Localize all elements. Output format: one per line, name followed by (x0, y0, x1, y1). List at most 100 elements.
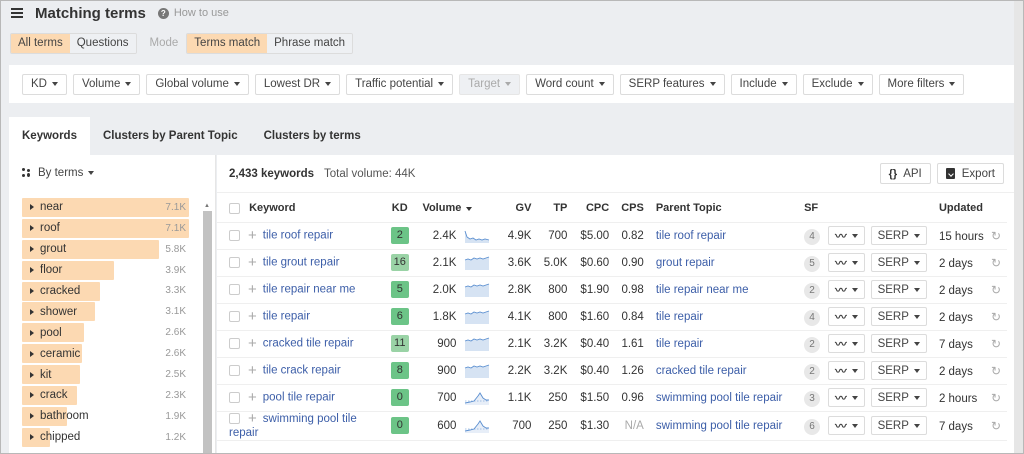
expand-arrow-icon[interactable] (30, 246, 34, 253)
filter-global-volume-dropdown[interactable]: Global volume (146, 73, 249, 95)
keyword-link[interactable]: cracked tile repair (262, 337, 354, 350)
add-to-list-icon[interactable]: + (248, 308, 257, 325)
tab-keywords[interactable]: Keywords (9, 117, 90, 155)
keyword-link[interactable]: tile repair near me (262, 283, 356, 296)
parent-topic-link[interactable]: swimming pool tile repair (655, 419, 783, 432)
serp-features-count[interactable]: 2 (804, 363, 821, 380)
serp-dropdown[interactable]: SERP (870, 361, 927, 380)
expand-arrow-icon[interactable] (30, 371, 34, 378)
term-item[interactable]: near 7.1K (22, 197, 189, 218)
serp-dropdown[interactable]: SERP (870, 280, 927, 299)
tab-clusters-by-parent-topic[interactable]: Clusters by Parent Topic (102, 130, 238, 142)
row-checkbox[interactable] (229, 338, 240, 349)
trend-chart-dropdown[interactable]: 〰 (828, 361, 865, 380)
column-sf[interactable]: SF (798, 195, 933, 223)
export-button[interactable]: Export (936, 163, 1004, 184)
expand-arrow-icon[interactable] (30, 350, 34, 357)
trend-chart-dropdown[interactable]: 〰 (828, 280, 865, 299)
filter-kd-dropdown[interactable]: KD (22, 73, 67, 95)
keyword-link[interactable]: tile roof repair (262, 229, 334, 242)
expand-arrow-icon[interactable] (30, 392, 34, 399)
trend-chart-dropdown[interactable]: 〰 (828, 334, 865, 353)
refresh-icon[interactable]: ↻ (990, 363, 1001, 378)
filter-serp-features-dropdown[interactable]: SERP features (619, 73, 725, 95)
row-checkbox[interactable] (229, 230, 240, 241)
serp-features-count[interactable]: 3 (804, 390, 821, 407)
phrase-match-button[interactable]: Phrase match (267, 33, 353, 53)
add-to-list-icon[interactable]: + (248, 362, 257, 379)
expand-arrow-icon[interactable] (30, 287, 34, 294)
sidebar-scrollbar[interactable]: ▲ (202, 201, 212, 453)
column-volume[interactable]: Volume (416, 195, 500, 223)
keyword-link[interactable]: swimming pool tile repair (229, 412, 357, 439)
serp-dropdown[interactable]: SERP (870, 253, 927, 272)
column-updated[interactable]: Updated (932, 195, 1007, 223)
add-to-list-icon[interactable]: + (248, 281, 257, 298)
parent-topic-link[interactable]: tile roof repair (655, 229, 727, 242)
page-scrollbar[interactable] (1014, 1, 1023, 453)
filter-exclude-dropdown[interactable]: Exclude (802, 73, 873, 95)
column-kd[interactable]: KD (383, 195, 417, 223)
parent-topic-link[interactable]: tile repair near me (655, 283, 749, 296)
scroll-up-icon[interactable]: ▲ (204, 203, 210, 209)
terms-match-button[interactable]: Terms match (187, 33, 268, 53)
scope-questions-button[interactable]: Questions (69, 33, 136, 53)
keyword-link[interactable]: pool tile repair (262, 391, 335, 404)
scope-all-terms-button[interactable]: All terms (11, 33, 70, 53)
expand-arrow-icon[interactable] (30, 434, 34, 441)
add-to-list-icon[interactable]: + (248, 409, 257, 427)
add-to-list-icon[interactable]: + (248, 335, 257, 352)
filter-include-dropdown[interactable]: Include (730, 73, 797, 95)
expand-arrow-icon[interactable] (30, 204, 34, 211)
keyword-link[interactable]: tile crack repair (262, 364, 341, 377)
how-to-use-link[interactable]: ? How to use (157, 7, 229, 19)
row-checkbox[interactable] (229, 392, 240, 403)
trend-chart-dropdown[interactable]: 〰 (828, 253, 865, 272)
row-checkbox[interactable] (229, 311, 240, 322)
row-checkbox[interactable] (229, 257, 240, 268)
trend-chart-dropdown[interactable]: 〰 (828, 226, 865, 245)
serp-dropdown[interactable]: SERP (870, 307, 927, 326)
api-button[interactable]: {} API (879, 163, 931, 184)
add-to-list-icon[interactable]: + (248, 389, 257, 406)
expand-arrow-icon[interactable] (30, 225, 34, 232)
trend-chart-dropdown[interactable]: 〰 (828, 416, 865, 436)
term-item[interactable]: crack 2.3K (22, 385, 189, 406)
row-checkbox[interactable] (229, 365, 240, 376)
filter-volume-dropdown[interactable]: Volume (72, 73, 141, 95)
filter-lowest-dr-dropdown[interactable]: Lowest DR (254, 73, 341, 95)
expand-arrow-icon[interactable] (30, 267, 34, 274)
parent-topic-link[interactable]: tile repair (655, 337, 704, 350)
add-to-list-icon[interactable]: + (248, 254, 257, 271)
serp-features-count[interactable]: 4 (804, 228, 821, 245)
filter-more-filters-dropdown[interactable]: More filters (878, 73, 965, 95)
row-checkbox[interactable] (229, 413, 240, 424)
column-cpc[interactable]: CPC (573, 195, 616, 223)
row-checkbox[interactable] (229, 284, 240, 295)
hamburger-menu-icon[interactable] (11, 8, 23, 18)
serp-dropdown[interactable]: SERP (870, 416, 927, 436)
term-item[interactable]: bathroom 1.9K (22, 406, 189, 427)
column-cps[interactable]: CPS (615, 195, 650, 223)
refresh-icon[interactable]: ↻ (990, 336, 1001, 351)
refresh-icon[interactable]: ↻ (990, 309, 1001, 324)
serp-features-count[interactable]: 6 (804, 418, 821, 435)
term-item[interactable]: roof 7.1K (22, 218, 189, 239)
refresh-icon[interactable]: ↻ (990, 282, 1001, 297)
group-by-dropdown[interactable]: By terms (9, 155, 215, 191)
filter-traffic-potential-dropdown[interactable]: Traffic potential (346, 73, 454, 95)
expand-arrow-icon[interactable] (30, 308, 34, 315)
term-item[interactable]: ceramic 2.6K (22, 343, 189, 364)
serp-features-count[interactable]: 2 (804, 336, 821, 353)
column-tp[interactable]: TP (537, 195, 574, 223)
tab-clusters-by-terms[interactable]: Clusters by terms (263, 130, 361, 142)
keyword-link[interactable]: tile repair (262, 310, 311, 323)
add-to-list-icon[interactable]: + (248, 227, 257, 244)
serp-features-count[interactable]: 4 (804, 309, 821, 326)
refresh-icon[interactable]: ↻ (990, 390, 1001, 405)
serp-features-count[interactable]: 5 (804, 255, 821, 272)
parent-topic-link[interactable]: tile repair (655, 310, 704, 323)
serp-dropdown[interactable]: SERP (870, 388, 927, 407)
filter-word-count-dropdown[interactable]: Word count (526, 73, 614, 95)
select-all-checkbox[interactable] (229, 202, 240, 214)
